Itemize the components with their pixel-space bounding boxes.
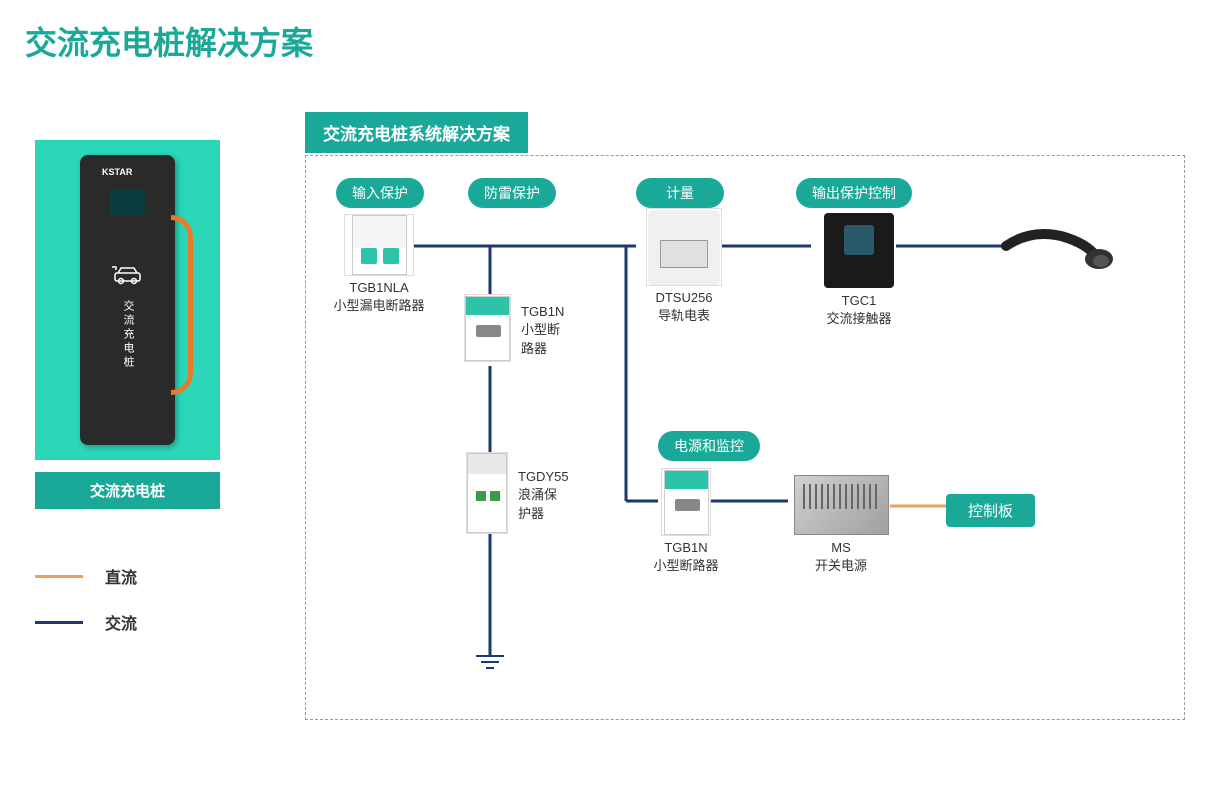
charger-brand: KSTAR [102, 167, 132, 177]
component-meter: DTSU256 导轨电表 [634, 208, 734, 324]
cat-power-monitor: 电源和监控 [658, 431, 760, 461]
legend-ac: 交流 [35, 610, 220, 634]
charger-label: 交流充电桩 [35, 472, 220, 509]
section-title: 交流充电桩系统解决方案 [305, 112, 528, 153]
component-psu: MS 开关电源 [786, 474, 896, 574]
component-rcbo: TGB1NLA 小型漏电断路器 [324, 214, 434, 314]
charger-image: KSTAR 交流充电桩 [35, 140, 220, 460]
car-icon [110, 265, 145, 285]
component-connector [1001, 221, 1121, 281]
cat-input-protect: 输入保护 [336, 178, 424, 208]
legend-dc: 直流 [35, 564, 220, 588]
component-mcb2: TGB1N 小型断路器 [641, 468, 731, 574]
cat-lightning-protect: 防雷保护 [468, 178, 556, 208]
control-board: 控制板 [946, 494, 1035, 527]
cat-metering: 计量 [636, 178, 724, 208]
diagram-box: 输入保护 防雷保护 计量 输出保护控制 电源和监控 TGB1NLA 小型漏电断路… [305, 155, 1185, 720]
component-contactor: TGC1 交流接触器 [809, 211, 909, 327]
component-mcb1: TGB1N 小型断路器 [464, 294, 554, 362]
legend: 直流 交流 [35, 564, 220, 634]
component-spd: TGDY55 浪涌保护器 [466, 452, 556, 534]
charger-body-text: 交流充电桩 [120, 300, 136, 370]
cat-output-protect: 输出保护控制 [796, 178, 912, 208]
page-title: 交流充电桩解决方案 [25, 18, 313, 64]
left-panel: KSTAR 交流充电桩 交流充电桩 直流 交流 [35, 140, 220, 656]
